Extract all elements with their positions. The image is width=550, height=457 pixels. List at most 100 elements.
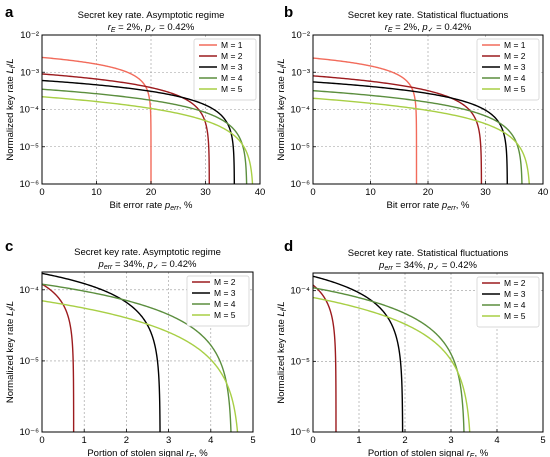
legend-label: M = 4 bbox=[504, 300, 526, 310]
series-line-m5 bbox=[42, 96, 254, 184]
y-tick-label: 10⁻³ bbox=[20, 67, 39, 78]
legend-label: M = 5 bbox=[214, 310, 236, 320]
y-axis-label: Normalized key rate Lf​/L bbox=[276, 301, 288, 403]
x-axis-label: Bit error rate perr​, % bbox=[386, 200, 470, 212]
y-tick-label: 10⁻⁶ bbox=[291, 427, 311, 438]
x-tick-label: 4 bbox=[494, 435, 499, 446]
series-line-m5 bbox=[313, 296, 471, 432]
x-tick-label: 40 bbox=[255, 187, 266, 198]
x-axis-label: Bit error rate perr​, % bbox=[109, 200, 193, 212]
panel-c: c 0 1 2 3 4 5 10⁻⁶ 10⁻⁵ 10⁻⁴ Secret key rate. Asym… bbox=[5, 238, 256, 457]
y-tick-label: 10⁻⁵ bbox=[19, 356, 39, 367]
panel-letter: a bbox=[5, 4, 14, 21]
legend-label: M = 3 bbox=[504, 289, 526, 299]
y-tick-label: 10⁻⁴ bbox=[19, 105, 39, 116]
x-axis-label: Portion of stolen signal rE​, % bbox=[368, 448, 489, 457]
x-tick-label: 5 bbox=[250, 435, 255, 446]
legend-label: M = 3 bbox=[221, 62, 243, 72]
panel-letter: b bbox=[284, 4, 293, 21]
y-axis-label: Normalized key rate Lf​/L bbox=[276, 58, 288, 160]
series-line-m1 bbox=[313, 57, 418, 184]
x-tick-label: 4 bbox=[208, 435, 213, 446]
x-tick-label: 3 bbox=[166, 435, 171, 446]
y-tick-label: 10⁻⁴ bbox=[290, 105, 310, 116]
x-tick-label: 20 bbox=[146, 187, 157, 198]
y-tick-label: 10⁻⁴ bbox=[290, 286, 310, 297]
y-tick-label: 10⁻² bbox=[291, 30, 310, 41]
chart-subtitle: rE​ = 2%, p✓​ = 0.42% bbox=[385, 22, 472, 34]
plot-frame bbox=[41, 271, 254, 433]
legend-label: M = 3 bbox=[214, 288, 236, 298]
y-tick-label: 10⁻⁴ bbox=[19, 285, 39, 296]
y-tick-label: 10⁻⁶ bbox=[20, 179, 40, 190]
series-line-m5 bbox=[313, 97, 530, 184]
y-tick-label: 10⁻⁵ bbox=[290, 142, 310, 153]
x-tick-label: 20 bbox=[423, 187, 434, 198]
x-tick-label: 2 bbox=[124, 435, 129, 446]
legend-label: M = 3 bbox=[504, 62, 526, 72]
y-tick-label: 10⁻⁶ bbox=[291, 179, 311, 190]
y-axis-label: Normalized key rate Lf​/L bbox=[5, 301, 17, 403]
y-tick-label: 10⁻³ bbox=[291, 67, 310, 78]
y-axis-label: Normalized key rate Lf​/L bbox=[5, 58, 17, 160]
legend-label: M = 4 bbox=[214, 299, 236, 309]
series-line-m2 bbox=[313, 75, 483, 184]
legend bbox=[476, 276, 540, 328]
panel-b: b 0 10 20 30 40 10⁻⁶ 10⁻⁵ 10⁻⁴ 10⁻³ 10⁻² Secret key… bbox=[276, 4, 548, 212]
x-tick-label: 3 bbox=[448, 435, 453, 446]
panel-a: a 0 10 20 30 40 10⁻⁶ 10⁻⁵ 10⁻⁴ 10⁻³ 10⁻² Secret key… bbox=[5, 4, 265, 212]
x-tick-label: 40 bbox=[538, 187, 549, 198]
x-tick-label: 0 bbox=[39, 187, 44, 198]
legend-label: M = 5 bbox=[504, 84, 526, 94]
y-tick-label: 10⁻⁵ bbox=[290, 356, 310, 367]
legend-label: M = 2 bbox=[504, 278, 526, 288]
x-tick-label: 0 bbox=[310, 435, 315, 446]
series-line-m4 bbox=[313, 89, 523, 184]
x-tick-label: 1 bbox=[82, 435, 87, 446]
chart-subtitle: perr​ = 34%, p✓​ = 0.42% bbox=[378, 260, 477, 272]
legend-label: M = 5 bbox=[221, 84, 243, 94]
series-line-m2 bbox=[42, 283, 75, 432]
legend bbox=[476, 38, 540, 101]
legend bbox=[186, 275, 250, 327]
series-line-m3 bbox=[42, 272, 161, 432]
x-tick-label: 1 bbox=[356, 435, 361, 446]
legend-label: M = 1 bbox=[504, 40, 526, 50]
legend-label: M = 4 bbox=[504, 73, 526, 83]
series-line-m4 bbox=[42, 88, 248, 184]
legend-label: M = 2 bbox=[504, 51, 526, 61]
legend-label: M = 2 bbox=[214, 277, 236, 287]
plot-frame bbox=[312, 272, 544, 433]
chart-title: Secret key rate. Asymptotic regime bbox=[78, 10, 225, 21]
series-line-m1 bbox=[42, 56, 152, 184]
y-tick-label: 10⁻² bbox=[20, 30, 39, 41]
chart-title: Secret key rate. Statistical fluctuation… bbox=[348, 10, 509, 21]
series-line-m2 bbox=[313, 284, 337, 432]
series-line-m4 bbox=[313, 287, 465, 432]
x-tick-label: 5 bbox=[540, 435, 545, 446]
series-line-m2 bbox=[42, 73, 210, 184]
legend-label: M = 2 bbox=[221, 51, 243, 61]
chart-subtitle: perr​ = 34%, p✓​ = 0.42% bbox=[98, 259, 197, 271]
legend-label: M = 4 bbox=[221, 73, 243, 83]
x-axis-label: Portion of stolen signal rE​, % bbox=[87, 448, 208, 457]
legend bbox=[193, 38, 257, 101]
legend-label: M = 1 bbox=[221, 40, 243, 50]
y-tick-label: 10⁻⁶ bbox=[20, 427, 40, 438]
x-tick-label: 2 bbox=[402, 435, 407, 446]
x-tick-label: 10 bbox=[365, 187, 376, 198]
panel-letter: c bbox=[5, 238, 13, 255]
x-tick-label: 0 bbox=[39, 435, 44, 446]
chart-title: Secret key rate. Statistical fluctuation… bbox=[348, 248, 509, 259]
panel-d: d 0 1 2 3 4 5 10⁻⁶ 10⁻⁵ 10⁻⁴ Secret key rate. Stat… bbox=[276, 238, 546, 457]
series-line-m3 bbox=[42, 79, 236, 184]
series-line-m3 bbox=[313, 275, 404, 432]
legend-label: M = 5 bbox=[504, 311, 526, 321]
chart-title: Secret key rate. Asymptotic regime bbox=[74, 247, 221, 258]
x-tick-label: 30 bbox=[480, 187, 491, 198]
x-tick-label: 10 bbox=[91, 187, 102, 198]
series-line-m5 bbox=[42, 300, 239, 432]
chart-subtitle: rE​ = 2%, p✓​ = 0.42% bbox=[108, 22, 195, 34]
x-tick-label: 30 bbox=[200, 187, 211, 198]
